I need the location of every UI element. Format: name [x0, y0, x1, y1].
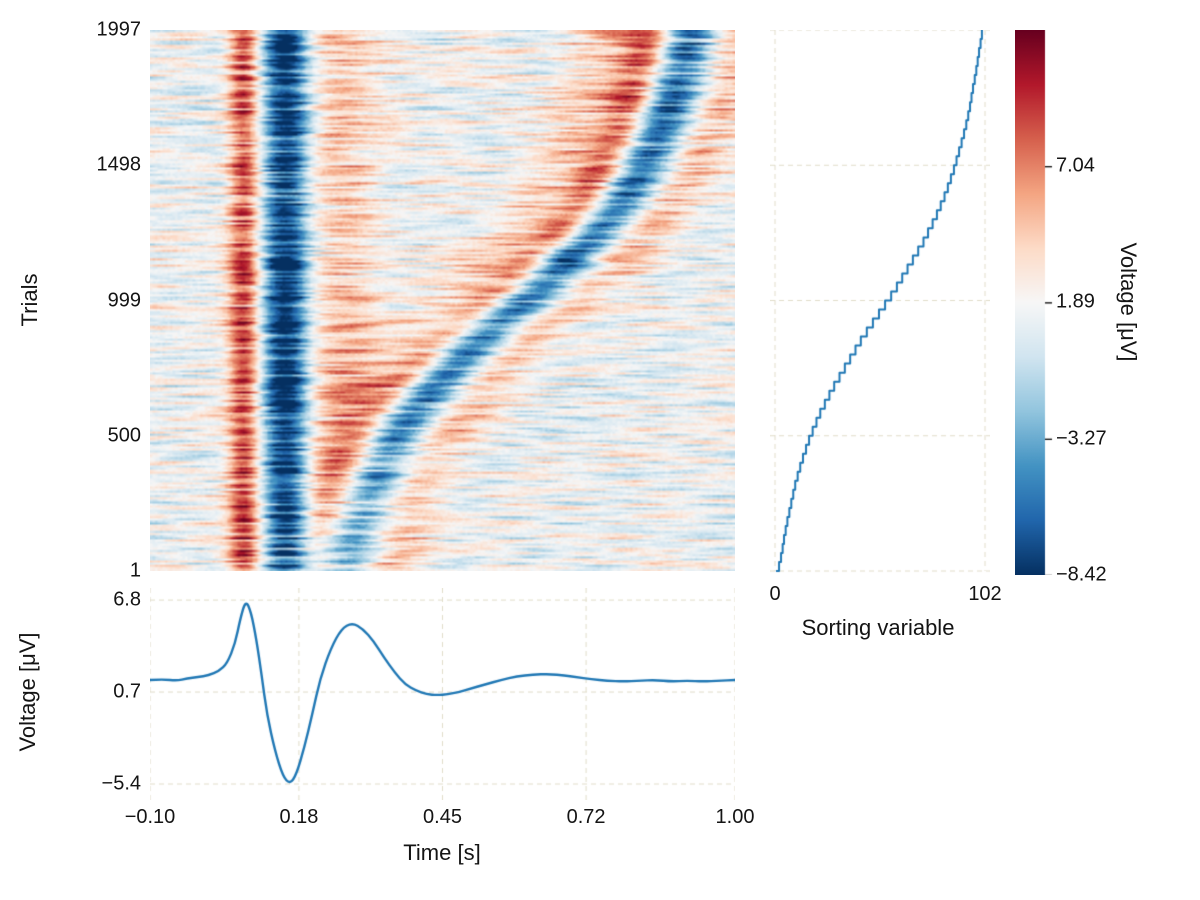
time-tick-0.72: 0.72: [566, 806, 606, 828]
sorting-variable-axis-label: Sorting variable: [801, 615, 955, 640]
trials-tick-1498: 1498: [96, 153, 142, 176]
time-axis-label: Time [s]: [403, 840, 481, 865]
voltage-tick-0.7: 0.7: [113, 680, 141, 703]
colorbar-tick--8.42: −8.42: [1056, 563, 1107, 586]
trials-tick-1997: 1997: [96, 18, 142, 41]
average-erp-plot: [150, 588, 735, 800]
trials-tick-500: 500: [107, 424, 141, 447]
time-tick-0.18: 0.18: [279, 806, 319, 828]
colorbar-axis-label: Voltage [μV]: [1116, 242, 1141, 362]
time-tick-0.45: 0.45: [423, 806, 462, 828]
trials-tick-1: 1: [129, 559, 141, 582]
sorting-variable-plot: [770, 30, 990, 576]
colorbar-tick--3.27: −3.27: [1056, 427, 1107, 450]
colorbar-tick-7.04: 7.04: [1056, 154, 1095, 177]
voltage-tick-6.8: 6.8: [113, 588, 141, 611]
voltage-colorbar: [1015, 30, 1055, 575]
sorting-tick-102: 102: [968, 583, 1002, 605]
voltage-axis-label: Voltage [μV]: [15, 632, 40, 752]
trials-axis-label: Trials: [17, 273, 42, 327]
trials-tick-999: 999: [107, 289, 141, 311]
erp-image-heatmap: [150, 30, 735, 571]
colorbar-tick-1.89: 1.89: [1056, 290, 1095, 313]
time-tick--0.1: −0.10: [124, 806, 176, 828]
sorting-tick-0: 0: [769, 583, 781, 605]
voltage-tick--5.4: −5.4: [101, 772, 141, 795]
time-tick-1: 1.00: [715, 806, 755, 828]
